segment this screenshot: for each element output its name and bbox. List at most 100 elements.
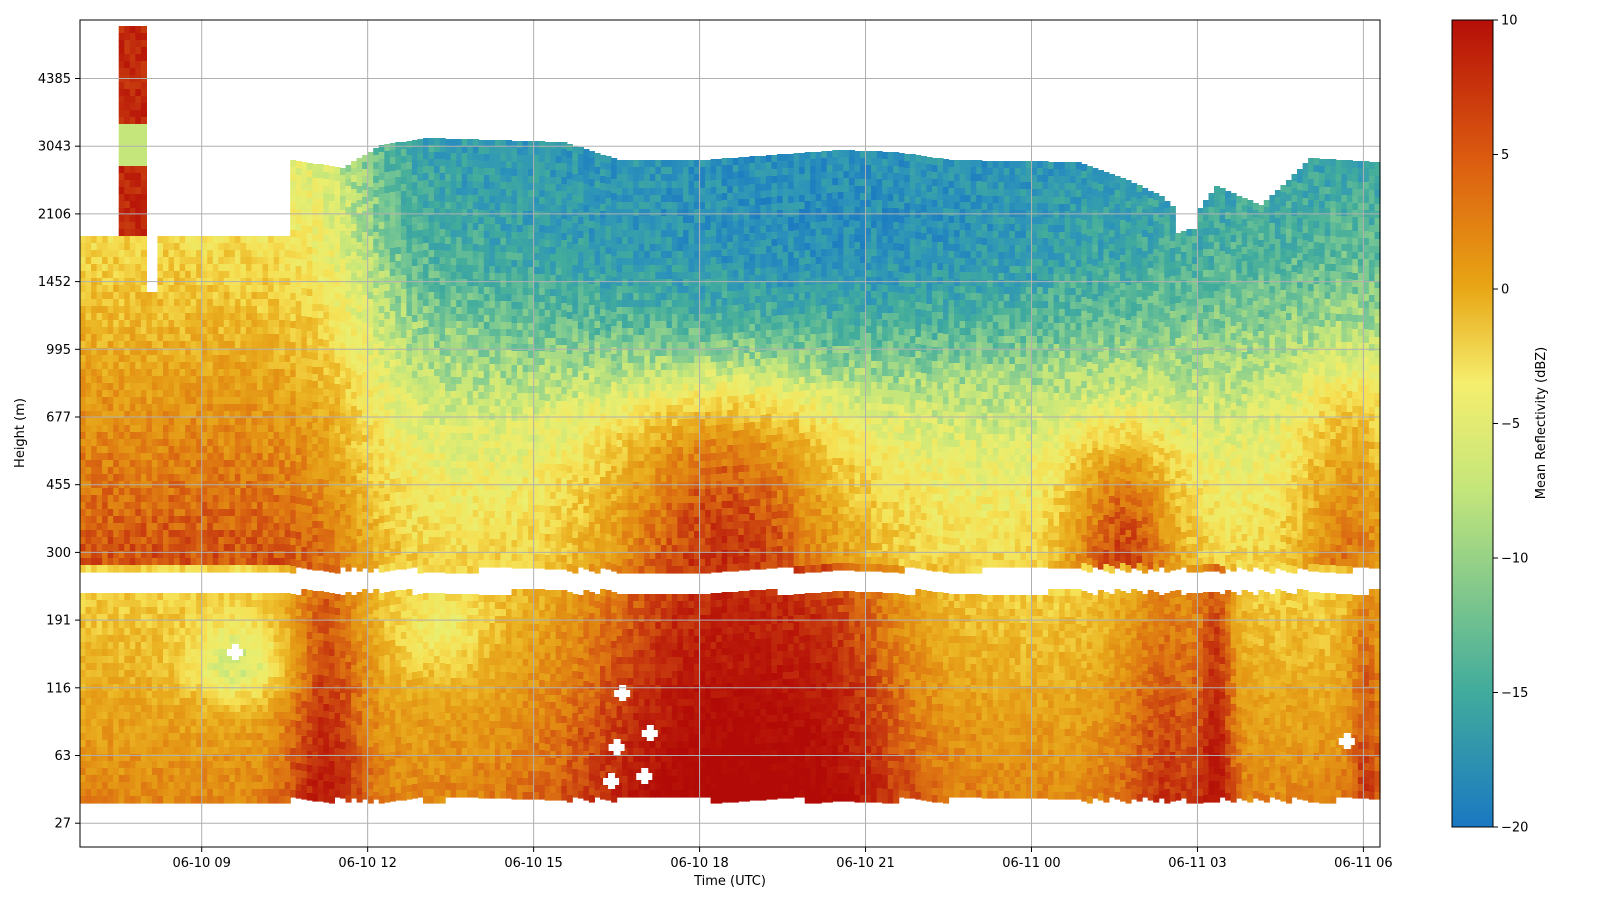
heat-cell xyxy=(118,677,125,685)
heat-cell xyxy=(163,383,170,391)
heat-cell xyxy=(251,502,258,510)
heat-cell xyxy=(196,292,203,300)
heat-cell xyxy=(290,356,297,364)
heat-cell xyxy=(290,692,297,700)
heat-cell xyxy=(246,453,253,461)
heat-cell xyxy=(373,526,380,534)
heat-cell xyxy=(262,341,269,349)
heat-cell xyxy=(163,495,170,503)
heat-cell xyxy=(234,607,241,615)
heat-cell xyxy=(334,195,341,203)
heat-cell xyxy=(317,381,324,389)
heat-cell xyxy=(135,33,142,41)
heat-cell xyxy=(389,451,396,459)
heat-cell xyxy=(279,264,286,272)
heat-cell xyxy=(345,711,352,719)
heat-cell xyxy=(212,264,219,272)
heat-cell xyxy=(140,369,147,377)
heat-cell xyxy=(229,411,236,419)
heat-cell xyxy=(163,327,170,335)
heat-cell xyxy=(96,292,103,300)
heat-cell xyxy=(168,292,175,300)
heat-cell xyxy=(301,400,308,408)
heat-cell xyxy=(157,698,164,706)
heat-cell xyxy=(85,502,92,510)
heat-cell xyxy=(223,341,230,349)
heat-cell xyxy=(323,655,330,663)
heat-cell xyxy=(362,183,369,191)
heat-cell xyxy=(190,467,197,475)
heat-cell xyxy=(91,747,98,755)
heat-cell xyxy=(345,284,352,292)
heat-cell xyxy=(240,649,247,657)
heat-cell xyxy=(135,754,142,762)
heat-cell xyxy=(251,439,258,447)
heat-cell xyxy=(301,393,308,401)
heat-cell xyxy=(223,593,230,601)
heat-cell xyxy=(234,327,241,335)
heat-cell xyxy=(262,383,269,391)
heat-cell xyxy=(334,503,341,511)
heat-cell xyxy=(345,655,352,663)
heat-cell xyxy=(80,502,87,510)
heat-cell xyxy=(163,621,170,629)
heat-cell xyxy=(246,418,253,426)
heat-cell xyxy=(223,698,230,706)
heat-cell xyxy=(91,768,98,776)
heat-cell xyxy=(96,425,103,433)
heat-cell xyxy=(306,268,313,276)
heat-cell xyxy=(345,543,352,551)
heat-cell xyxy=(218,649,225,657)
heat-cell xyxy=(157,719,164,727)
heat-cell xyxy=(345,417,352,425)
heat-cell xyxy=(240,383,247,391)
heat-cell xyxy=(163,635,170,643)
heat-cell xyxy=(400,527,407,535)
heat-cell xyxy=(113,425,120,433)
heat-cell xyxy=(196,768,203,776)
heat-cell xyxy=(113,488,120,496)
heat-cell xyxy=(96,446,103,454)
heat-cell xyxy=(179,754,186,762)
heat-cell xyxy=(317,318,324,326)
heat-cell xyxy=(91,418,98,426)
heat-cell xyxy=(273,250,280,258)
heat-cell xyxy=(140,705,147,713)
heat-cell xyxy=(351,231,358,239)
heat-cell xyxy=(312,416,319,424)
heat-cell xyxy=(323,221,330,229)
heat-cell xyxy=(273,600,280,608)
heat-cell xyxy=(157,320,164,328)
heat-cell xyxy=(240,495,247,503)
heat-cell xyxy=(85,565,92,573)
heat-cell xyxy=(168,404,175,412)
heat-cell xyxy=(317,423,324,431)
heat-cell xyxy=(85,271,92,279)
heat-cell xyxy=(212,355,219,363)
heat-cell xyxy=(174,796,181,804)
heat-cell xyxy=(146,516,153,524)
heat-cell xyxy=(185,264,192,272)
heat-cell xyxy=(367,313,374,321)
heat-cell xyxy=(317,654,324,662)
heat-cell xyxy=(246,726,253,734)
heat-cell xyxy=(240,565,247,573)
heat-cell xyxy=(129,334,136,342)
heat-cell xyxy=(212,782,219,790)
heat-cell xyxy=(129,355,136,363)
heat-cell xyxy=(367,663,374,671)
heat-cell xyxy=(301,491,308,499)
heat-cell xyxy=(317,787,324,795)
heat-cell xyxy=(96,453,103,461)
heat-cell xyxy=(262,670,269,678)
heat-cell xyxy=(312,444,319,452)
heat-cell xyxy=(118,96,125,104)
heat-cell xyxy=(395,534,402,542)
heat-cell xyxy=(306,709,313,717)
heat-cell xyxy=(129,285,136,293)
heat-cell xyxy=(334,279,341,287)
heat-cell xyxy=(378,642,385,650)
heat-cell xyxy=(201,726,208,734)
heat-cell xyxy=(251,474,258,482)
heat-cell xyxy=(85,670,92,678)
